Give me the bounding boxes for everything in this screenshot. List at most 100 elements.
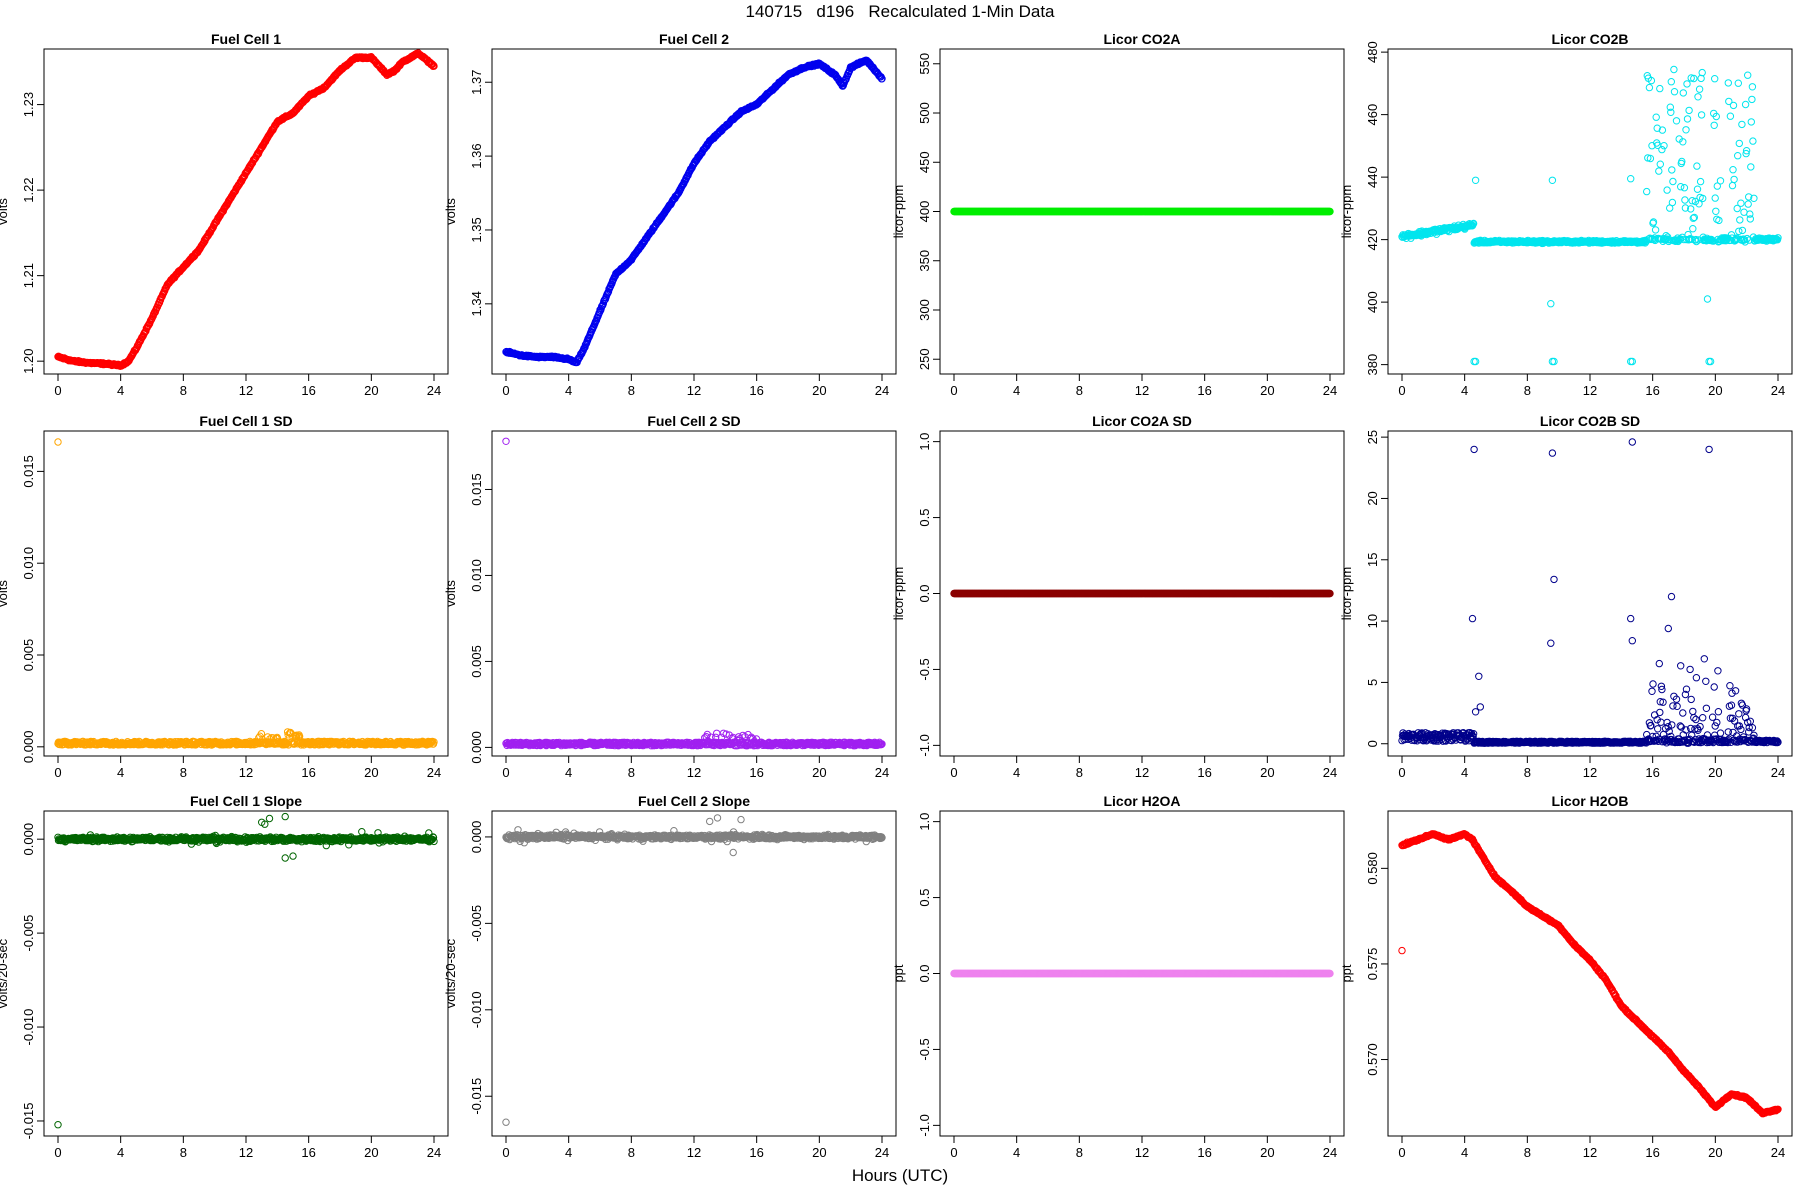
x-tick-label: 24 bbox=[1771, 383, 1785, 398]
data-points bbox=[950, 207, 1334, 216]
data-point bbox=[1646, 154, 1655, 163]
data-point bbox=[1628, 357, 1637, 366]
x-tick-label: 8 bbox=[1076, 383, 1083, 398]
data-point bbox=[1658, 145, 1666, 154]
plot-frame bbox=[491, 48, 897, 375]
x-tick-label: 12 bbox=[687, 765, 701, 780]
x-tick-label: 16 bbox=[301, 765, 315, 780]
data-point bbox=[1716, 177, 1725, 185]
data-point bbox=[1653, 124, 1661, 132]
x-tick-label: 8 bbox=[180, 765, 187, 780]
y-tick-label: 420 bbox=[1365, 229, 1380, 251]
data-point bbox=[1733, 234, 1741, 242]
data-point bbox=[1678, 157, 1686, 166]
data-point bbox=[580, 344, 589, 352]
x-tick-label: 24 bbox=[1323, 383, 1337, 398]
panel-title: Licor CO2A SD bbox=[1092, 413, 1192, 429]
data-point bbox=[1774, 234, 1782, 242]
x-tick-label: 20 bbox=[364, 383, 378, 398]
data-point bbox=[1734, 152, 1742, 160]
x-tick-label: 20 bbox=[1260, 383, 1274, 398]
x-tick-label: 20 bbox=[1708, 383, 1722, 398]
data-point bbox=[1690, 74, 1698, 83]
data-point bbox=[1725, 97, 1733, 106]
data-point bbox=[1679, 138, 1687, 146]
y-tick-label: 0.015 bbox=[469, 473, 484, 506]
data-point bbox=[1748, 95, 1756, 104]
panel-title: Fuel Cell 1 bbox=[211, 31, 281, 47]
y-tick-label: 1.23 bbox=[21, 92, 36, 117]
x-tick-label: 24 bbox=[427, 383, 441, 398]
x-tick-label: 16 bbox=[1197, 383, 1211, 398]
data-point bbox=[1729, 166, 1737, 174]
y-tick-label: 0.010 bbox=[21, 547, 36, 580]
data-point bbox=[1744, 200, 1752, 208]
y-axis-label: volts bbox=[443, 580, 458, 607]
x-tick-label: 4 bbox=[117, 383, 124, 398]
x-tick-label: 12 bbox=[1583, 383, 1597, 398]
x-tick-label: 4 bbox=[1013, 383, 1020, 398]
y-tick-label: 1.36 bbox=[469, 143, 484, 168]
data-point bbox=[1684, 230, 1692, 239]
x-tick-label: 8 bbox=[180, 383, 187, 398]
data-point bbox=[1727, 231, 1736, 239]
data-point bbox=[1711, 194, 1719, 202]
x-tick-label: 24 bbox=[875, 383, 889, 398]
data-point bbox=[1699, 194, 1707, 203]
data-point bbox=[430, 62, 438, 70]
data-point bbox=[502, 437, 510, 445]
panel-title: Fuel Cell 2 bbox=[659, 31, 729, 47]
data-point bbox=[1681, 196, 1689, 204]
data-point bbox=[1735, 227, 1743, 236]
x-tick-label: 4 bbox=[117, 765, 124, 780]
data-point bbox=[1742, 149, 1750, 158]
y-tick-label: 500 bbox=[917, 102, 932, 124]
y-tick-label: 400 bbox=[917, 201, 932, 223]
data-point bbox=[1748, 83, 1757, 91]
data-point bbox=[1647, 76, 1656, 85]
y-axis-label: volts bbox=[0, 580, 10, 607]
data-point bbox=[1693, 162, 1701, 170]
data-point bbox=[1711, 75, 1719, 83]
y-tick-label: 300 bbox=[917, 299, 932, 321]
data-point bbox=[1645, 83, 1654, 92]
x-tick-label: 4 bbox=[565, 765, 572, 780]
data-point bbox=[1627, 175, 1635, 183]
panel-0: Fuel Cell 10 4 8 12 16 20 241.201.211.221.23vo… bbox=[0, 31, 449, 398]
plot-frame bbox=[1387, 48, 1793, 375]
y-tick-label: 460 bbox=[1365, 104, 1380, 126]
data-point bbox=[1746, 210, 1754, 218]
data-point bbox=[1692, 237, 1701, 246]
data-point bbox=[1689, 214, 1698, 222]
data-point bbox=[1737, 199, 1745, 207]
data-point bbox=[1747, 118, 1756, 126]
data-point bbox=[1694, 93, 1702, 101]
data-point bbox=[722, 730, 730, 738]
data-point bbox=[1713, 182, 1722, 190]
data-point bbox=[1547, 300, 1555, 308]
data-point bbox=[1703, 295, 1712, 303]
data-point bbox=[1736, 216, 1744, 224]
panel-5: Fuel Cell 2 SD0 4 8 12 16 20 240.0000.0050.010… bbox=[443, 413, 897, 780]
data-point bbox=[1729, 101, 1738, 110]
data-point bbox=[1667, 78, 1676, 86]
x-tick-label: 8 bbox=[628, 383, 635, 398]
figure-title: 140715 d196 Recalculated 1-Min Data bbox=[745, 2, 1055, 21]
data-point bbox=[1668, 198, 1677, 207]
data-point bbox=[1715, 216, 1723, 225]
data-points bbox=[54, 438, 438, 749]
data-point bbox=[1672, 117, 1681, 125]
y-tick-label: 0.015 bbox=[21, 455, 36, 488]
data-point bbox=[1688, 197, 1696, 205]
data-point bbox=[739, 731, 747, 740]
x-tick-label: 0 bbox=[54, 383, 61, 398]
data-point bbox=[1669, 177, 1677, 186]
data-point bbox=[878, 740, 886, 748]
y-tick-label: 1.21 bbox=[21, 263, 36, 288]
data-point bbox=[1747, 163, 1755, 171]
x-tick-label: 20 bbox=[364, 765, 378, 780]
x-tick-label: 16 bbox=[749, 765, 763, 780]
data-point bbox=[1683, 115, 1692, 123]
